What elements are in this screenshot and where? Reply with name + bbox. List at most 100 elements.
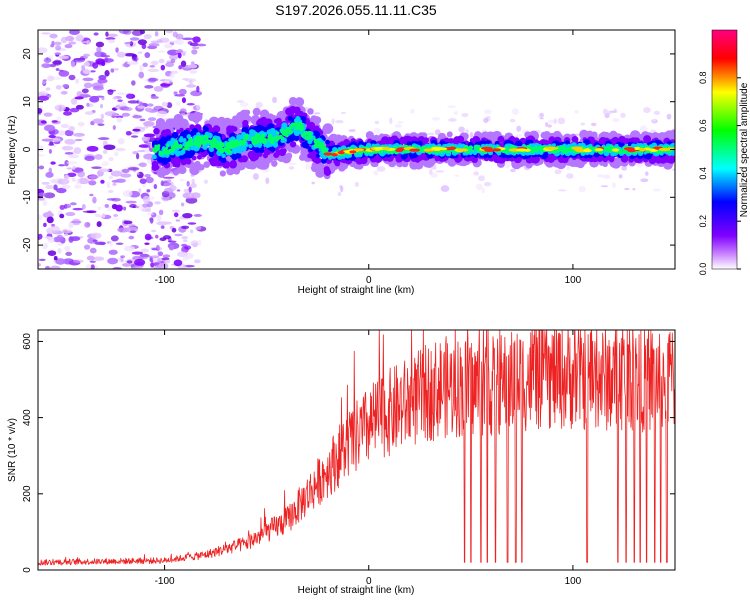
spectrogram-speckle <box>115 204 123 212</box>
spectrogram-cell <box>668 129 675 140</box>
spectrogram-cell <box>473 145 479 150</box>
spectrogram-speckle <box>51 120 59 123</box>
spectrogram-speckle <box>150 96 159 99</box>
spectrogram-speckle <box>42 212 54 218</box>
spectrogram-cell <box>172 169 179 176</box>
spectrogram-speckle <box>510 168 516 173</box>
spectrogram-speckle <box>545 122 549 127</box>
spectrogram-speckle <box>57 243 63 246</box>
spectrogram-cell <box>323 168 332 176</box>
spectrogram-speckle <box>108 156 114 162</box>
spectrogram-speckle <box>147 103 154 107</box>
spectrogram-cell <box>229 133 234 138</box>
spectrogram-speckle <box>58 105 63 112</box>
spectrogram-speckle <box>64 245 71 252</box>
spectrogram-speckle <box>650 118 657 122</box>
spectrogram-speckle <box>652 188 661 192</box>
spectrogram-speckle <box>193 259 201 264</box>
spectrogram-speckle <box>131 54 137 61</box>
spectrogram-cell <box>417 146 421 150</box>
spectrogram-cell <box>563 148 569 154</box>
spectrogram-cell <box>551 143 556 148</box>
spectrogram-speckle <box>49 33 58 39</box>
spectrogram-cell <box>245 137 249 141</box>
spectrogram-speckle <box>181 225 190 230</box>
spectrogram-cell <box>178 137 184 143</box>
spectrogram-speckle <box>461 113 469 118</box>
spectrogram-speckle <box>102 149 108 154</box>
spectrogram-speckle <box>141 136 150 142</box>
spectrogram-speckle <box>94 153 103 160</box>
spectrogram-speckle <box>183 188 189 194</box>
spectrogram-speckle <box>60 228 73 234</box>
spectrogram-cell <box>631 143 635 147</box>
spectrogram-speckle <box>129 37 140 41</box>
x-tick-label: -100 <box>155 576 175 587</box>
spectrogram-speckle <box>125 200 137 204</box>
spectrogram-speckle <box>70 220 82 224</box>
spectrogram-speckle <box>104 203 110 208</box>
spectrogram-speckle <box>72 207 84 211</box>
spectrogram-speckle <box>138 71 145 79</box>
spectrogram-speckle <box>618 174 623 179</box>
spectrogram-cell <box>557 155 566 164</box>
spectrogram-cell <box>229 125 236 132</box>
spectrogram-speckle <box>66 172 77 177</box>
spectrogram-speckle <box>121 168 130 174</box>
spectrogram-speckle <box>45 184 54 190</box>
spectrogram-cell <box>273 118 279 124</box>
spectrogram-speckle <box>148 255 152 258</box>
spectrogram-cell <box>306 130 312 136</box>
spectrogram-speckle <box>56 187 67 194</box>
spectrogram-speckle <box>38 197 45 201</box>
spectrogram-cell <box>280 136 285 141</box>
spectrogram-speckle <box>57 248 62 254</box>
spectrogram-peak <box>627 149 636 153</box>
spectrogram-speckle <box>73 58 85 63</box>
spectrogram-cell <box>170 137 176 143</box>
spectrogram-speckle <box>156 221 168 226</box>
spectrogram-speckle <box>590 122 597 127</box>
spectrogram-cell <box>299 124 304 129</box>
spectrogram-cell <box>259 109 270 119</box>
spectrogram-cell <box>589 150 595 156</box>
spectrogram-cell <box>196 132 201 137</box>
spectrogram-speckle <box>118 30 130 34</box>
spectrogram-speckle <box>186 102 195 106</box>
spectrogram-speckle <box>101 213 106 219</box>
spectrogram-speckle <box>105 31 109 37</box>
spectrogram-speckle <box>38 92 45 96</box>
spectrogram-speckle <box>145 176 154 184</box>
spectrogram-cell <box>560 145 565 150</box>
spectrogram-speckle <box>144 84 154 89</box>
spectrogram-cell <box>151 154 157 160</box>
spectrogram-speckle <box>156 110 168 118</box>
x-tick-label: 0 <box>366 275 372 286</box>
spectrogram-speckle <box>164 43 173 49</box>
spectrogram-cell <box>290 99 296 106</box>
spectrogram-speckle <box>111 115 116 118</box>
spectrogram-speckle <box>175 33 184 40</box>
spectrogram-peak <box>381 146 391 151</box>
spectrogram-speckle <box>123 245 136 252</box>
spectrogram-speckle <box>40 120 47 124</box>
spectrogram-cell <box>537 145 543 151</box>
spectrogram-cell <box>247 159 257 170</box>
spectrogram-speckle <box>143 133 156 138</box>
spectrogram-speckle <box>134 266 140 269</box>
spectrogram-cell <box>182 147 186 151</box>
spectrogram-speckle <box>553 118 557 125</box>
spectrogram-speckle <box>64 44 73 49</box>
spectrogram-speckle <box>140 248 150 253</box>
spectrogram-speckle <box>203 179 209 184</box>
spectrogram-speckle <box>80 41 89 44</box>
spectrogram-speckle <box>77 177 90 185</box>
spectrogram-speckle <box>115 47 119 53</box>
spectrogram-cell <box>217 116 226 126</box>
spectrogram-speckle <box>191 49 198 55</box>
colorbar-tick-label: 0.8 <box>698 72 708 85</box>
spectrogram-speckle <box>68 222 74 229</box>
spectrogram-speckle <box>182 51 186 56</box>
spectrogram-speckle <box>169 71 175 79</box>
spectrogram-cell <box>267 133 273 139</box>
